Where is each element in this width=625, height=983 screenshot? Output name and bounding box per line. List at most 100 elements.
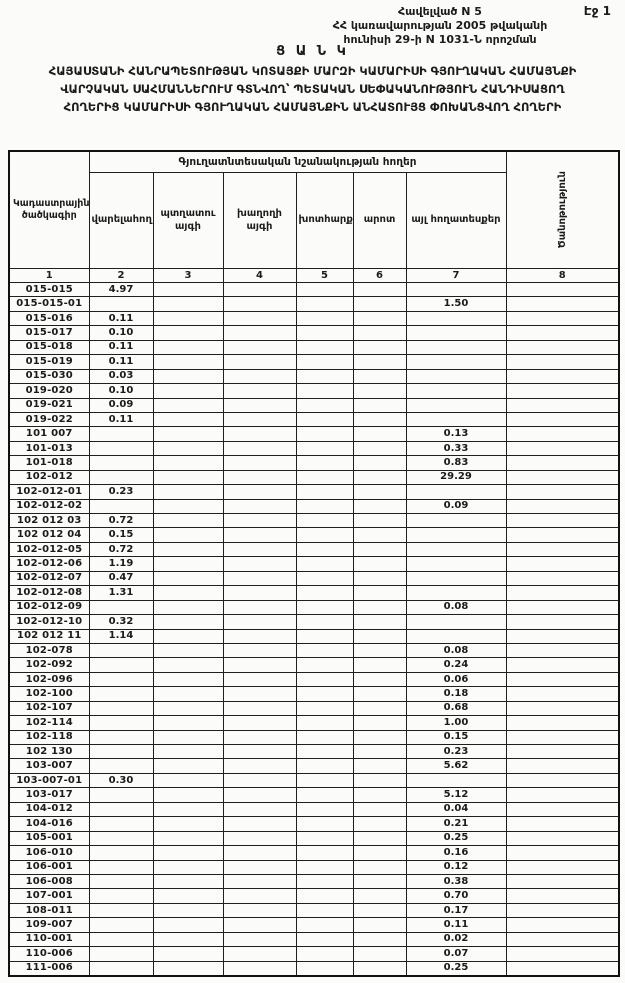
table-row: 102 012 11 1.14: [8, 628, 620, 644]
table-row: 019-022 0.11: [8, 411, 620, 428]
land-area-cell: [222, 743, 297, 760]
land-area-cell: [295, 599, 354, 616]
land-area-cell: [505, 902, 620, 919]
land-area-cell: 0.33: [405, 440, 507, 457]
cadastral-code-cell: 110-006: [8, 946, 90, 962]
land-area-cell: 0.11: [88, 354, 154, 370]
land-area-cell: [222, 599, 297, 616]
land-area-cell: [152, 585, 224, 601]
land-area-cell: [295, 801, 354, 818]
land-area-cell: [295, 325, 354, 341]
table-row: 015-016 0.11: [8, 310, 620, 327]
cadastral-code-cell: 019-020: [8, 383, 90, 399]
land-area-cell: [152, 325, 224, 341]
land-area-cell: [505, 469, 620, 486]
land-area-cell: [295, 700, 354, 717]
cadastral-code-cell: 102-012-10: [8, 614, 90, 630]
land-area-cell: [152, 281, 224, 298]
land-area-cell: [88, 743, 154, 760]
land-area-cell: [352, 325, 407, 341]
land-area-cell: [352, 743, 407, 760]
land-area-cell: [222, 614, 297, 630]
header-hayfield: խոտհարք: [295, 172, 354, 269]
land-area-cell: 0.72: [88, 512, 154, 529]
land-area-cell: [405, 556, 507, 572]
land-area-cell: [295, 426, 354, 442]
land-area-cell: [222, 383, 297, 399]
land-area-cell: 0.47: [88, 570, 154, 587]
land-area-cell: [505, 556, 620, 572]
land-area-cell: [352, 281, 407, 298]
land-area-cell: 0.21: [405, 816, 507, 832]
cadastral-code-cell: 102-012-06: [8, 556, 90, 572]
column-number-7: 7: [405, 268, 507, 283]
table-row: 102 012 04 0.15: [8, 527, 620, 543]
land-area-cell: [152, 772, 224, 789]
land-area-cell: [405, 339, 507, 356]
land-area-cell: [505, 628, 620, 644]
land-area-cell: 0.08: [405, 642, 507, 659]
cadastral-code-cell: 102 012 11: [8, 628, 90, 644]
table-row: 103-017 5.12: [8, 787, 620, 803]
cadastral-code-cell: 019-022: [8, 411, 90, 428]
header-vineyard: խաղողի այգի: [222, 172, 297, 269]
land-area-cell: [295, 671, 354, 688]
land-area-cell: [352, 830, 407, 847]
land-area-cell: [222, 686, 297, 702]
land-table-container: Կադաստրային ծածկագիր Գյուղատնտեսական նշա…: [8, 150, 620, 977]
land-area-cell: [222, 498, 297, 515]
land-area-cell: [222, 873, 297, 890]
land-area-cell: 0.24: [405, 657, 507, 673]
table-row: 015-019 0.11: [8, 354, 620, 370]
land-area-cell: [352, 772, 407, 789]
header-pasture: արոտ: [352, 172, 407, 269]
table-row: 102 012 03 0.72: [8, 512, 620, 529]
land-area-cell: [152, 787, 224, 803]
table-row: 109-007 0.11: [8, 917, 620, 933]
land-area-cell: [295, 859, 354, 875]
land-area-cell: [352, 541, 407, 558]
table-row: 019-021 0.09: [8, 397, 620, 413]
table-row: 015-015-01 1.50: [8, 296, 620, 312]
land-area-cell: [505, 426, 620, 442]
cadastral-code-cell: 015-019: [8, 354, 90, 370]
cadastral-code-cell: 015-016: [8, 310, 90, 327]
land-area-cell: [222, 801, 297, 818]
land-area-cell: [88, 715, 154, 731]
land-area-cell: [152, 830, 224, 847]
land-area-cell: [505, 686, 620, 702]
land-area-cell: [505, 368, 620, 385]
land-area-cell: [152, 758, 224, 774]
land-area-cell: [152, 512, 224, 529]
land-area-cell: [152, 743, 224, 760]
land-area-cell: 0.68: [405, 700, 507, 717]
land-area-cell: [222, 296, 297, 312]
land-area-cell: 1.14: [88, 628, 154, 644]
document-title: ՀԱՅԱՍՏԱՆԻ ՀԱՆՐԱՊԵՏՈՒԹՅԱՆ ԿՈՏԱՅՔԻ ՄԱՐԶԻ Կ…: [10, 63, 615, 116]
land-area-cell: [505, 498, 620, 515]
land-area-cell: [222, 657, 297, 673]
column-number-3: 3: [152, 268, 224, 283]
land-area-cell: [88, 845, 154, 861]
land-area-cell: 0.02: [405, 931, 507, 948]
table-row: 108-011 0.17: [8, 902, 620, 919]
land-area-cell: [352, 527, 407, 543]
land-area-cell: [505, 816, 620, 832]
land-area-cell: 0.70: [405, 888, 507, 904]
land-area-cell: [152, 729, 224, 746]
land-area-cell: [405, 411, 507, 428]
land-area-cell: [295, 657, 354, 673]
land-area-cell: [352, 383, 407, 399]
land-area-cell: [505, 729, 620, 746]
land-area-cell: [295, 888, 354, 904]
cadastral-code-cell: 103-007-01: [8, 772, 90, 789]
cadastral-code-cell: 101-013: [8, 440, 90, 457]
column-number-1: 1: [8, 268, 90, 283]
land-area-cell: [295, 585, 354, 601]
land-area-cell: 0.30: [88, 772, 154, 789]
land-area-cell: [505, 484, 620, 500]
column-number-5: 5: [295, 268, 354, 283]
cadastral-code-cell: 102-107: [8, 700, 90, 717]
table-row: 106-008 0.38: [8, 873, 620, 890]
land-area-cell: [352, 628, 407, 644]
